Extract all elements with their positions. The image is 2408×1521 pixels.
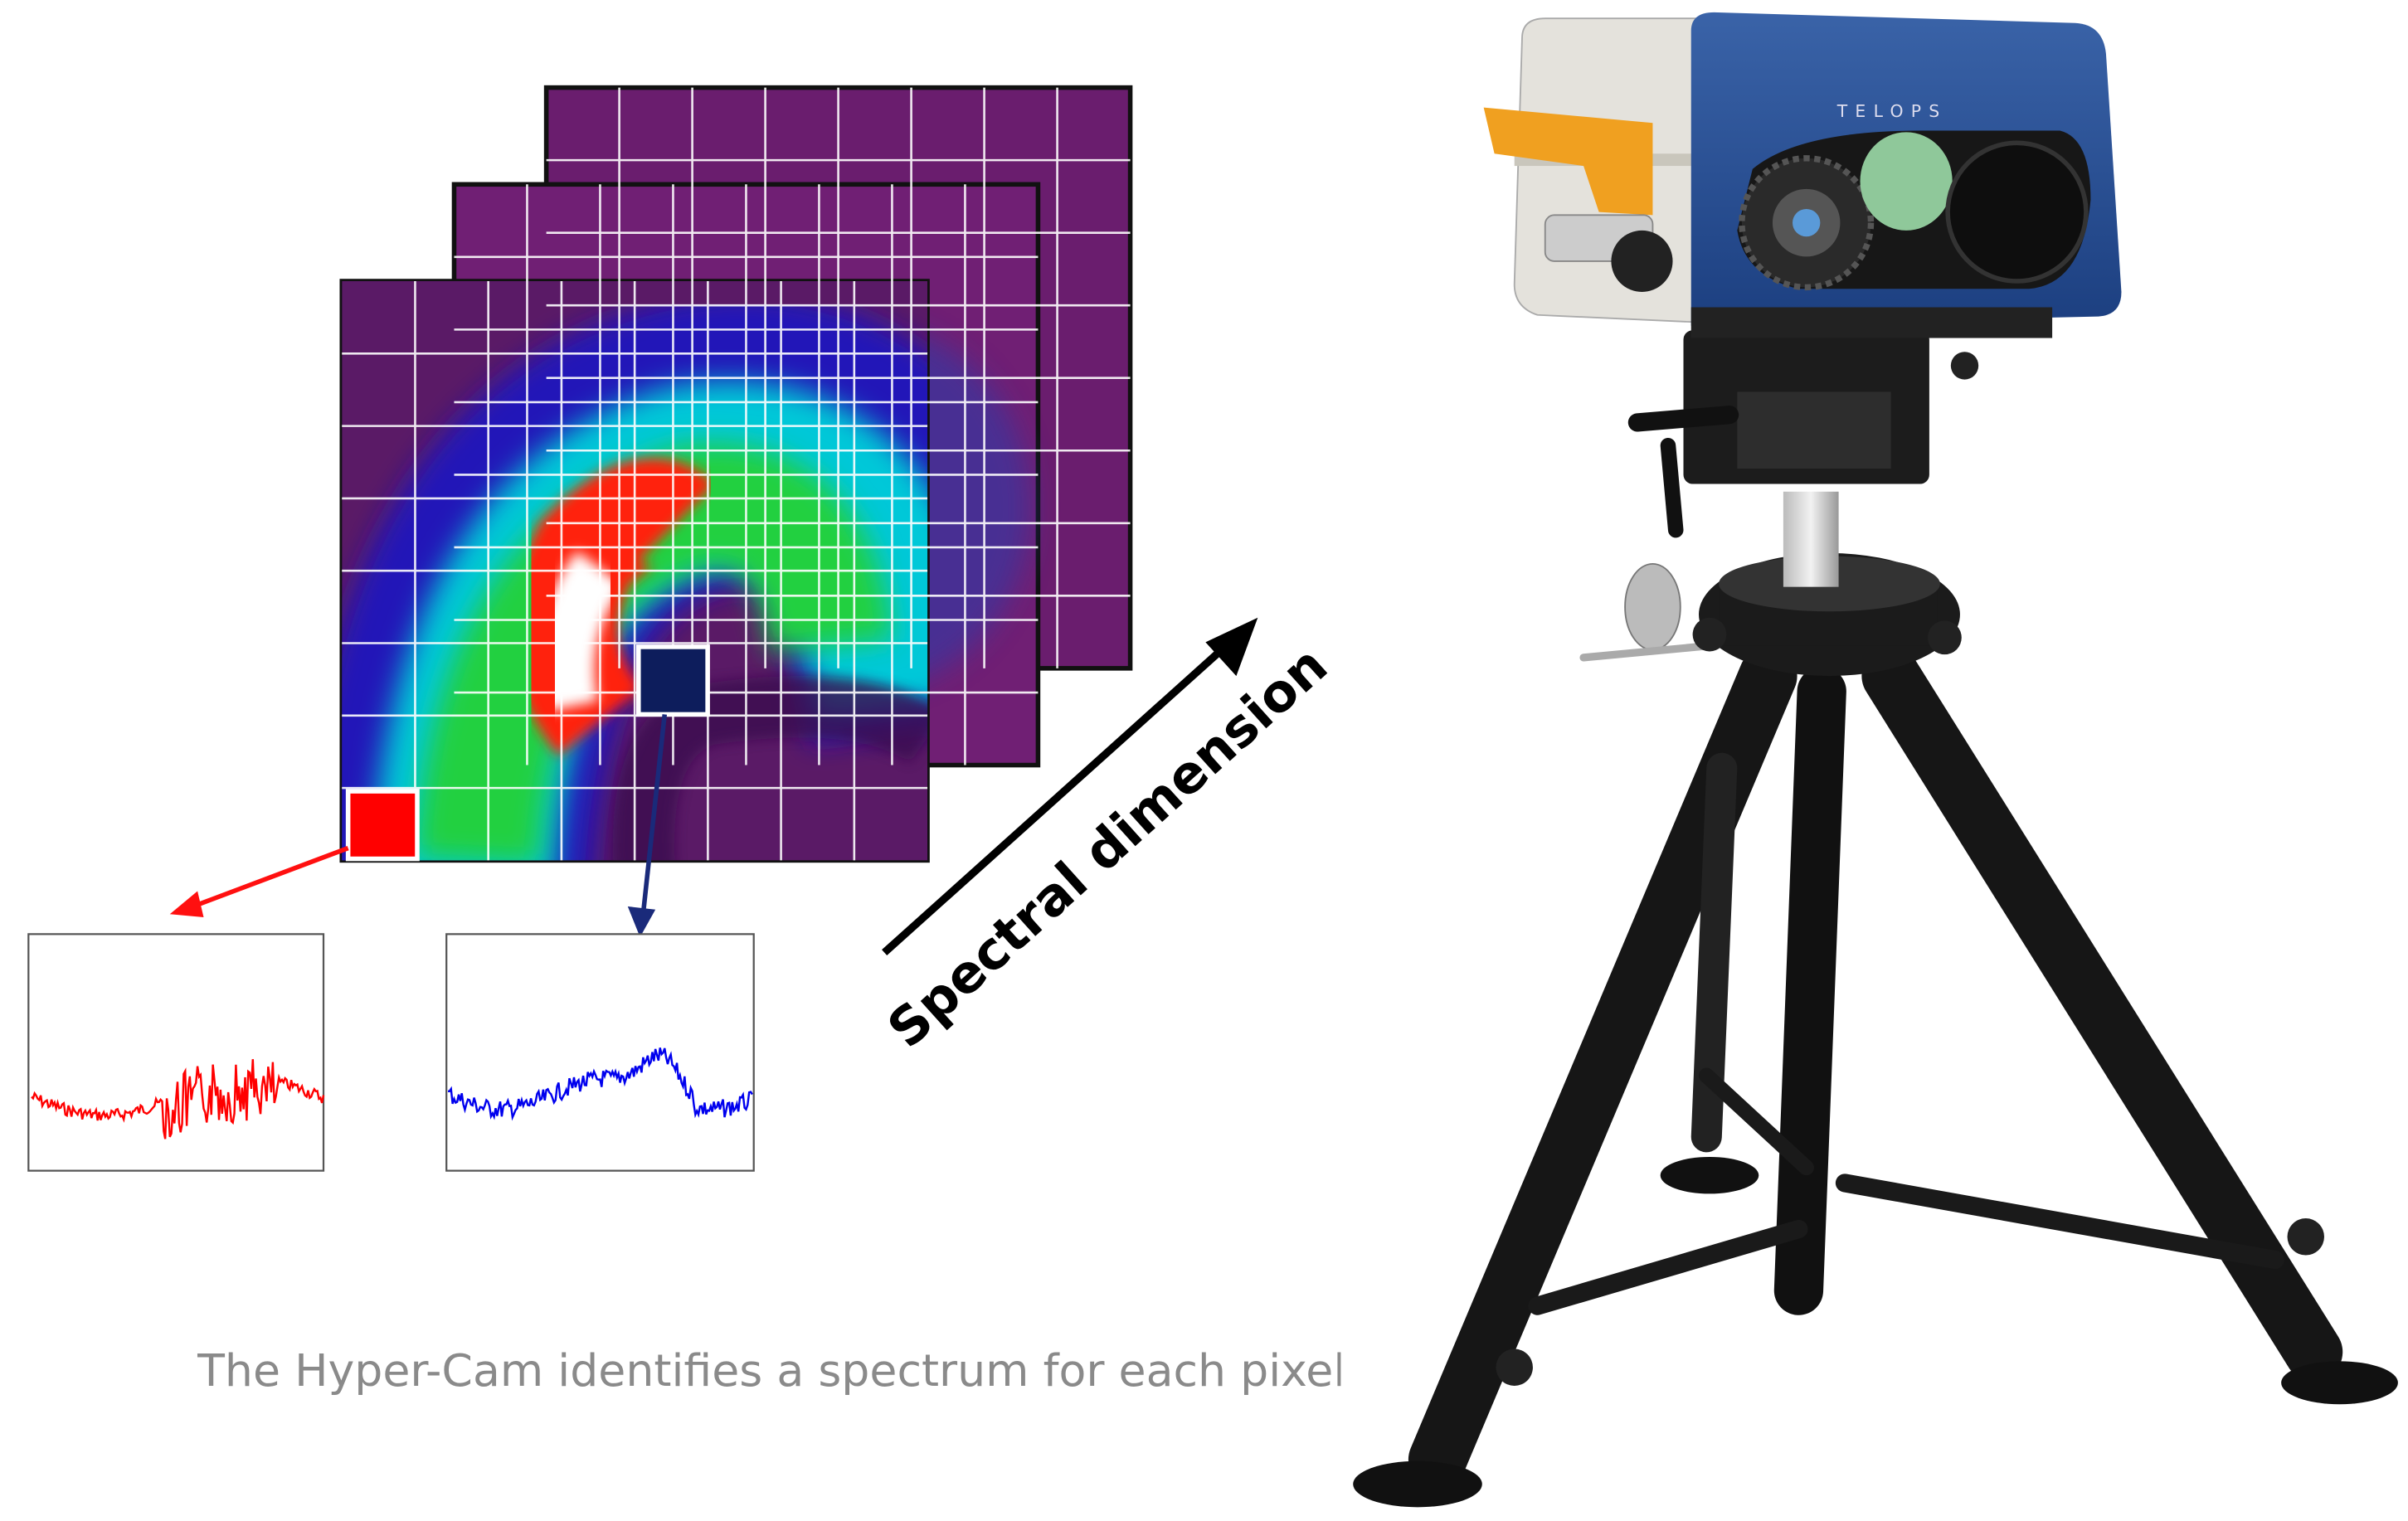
tripod	[1353, 491, 2398, 1508]
blue-arrow	[640, 714, 668, 915]
blue-spectrum-line	[447, 1047, 753, 1121]
blue-pixel	[635, 644, 710, 717]
red-arrow-head	[169, 891, 204, 917]
blue-arrow-head	[627, 906, 656, 938]
red-spectrum-line	[31, 1059, 325, 1140]
spectral-arrow-head	[1205, 617, 1258, 677]
camera: TELOPS	[1483, 12, 2122, 338]
red-spectrum-plot	[27, 933, 325, 1172]
red-arrow	[192, 845, 349, 909]
red-pixel	[345, 789, 420, 862]
spectral-frames	[339, 85, 1133, 863]
heatmap	[342, 281, 928, 861]
camera-mount	[1627, 330, 1979, 538]
spectral-arrow	[882, 639, 1233, 956]
caption: The Hyper-Cam identifies a spectrum for …	[197, 1344, 1360, 1397]
frame-grid	[342, 87, 1131, 861]
blue-spectrum-plot	[445, 933, 755, 1172]
camera-brand: TELOPS	[1836, 101, 1948, 121]
